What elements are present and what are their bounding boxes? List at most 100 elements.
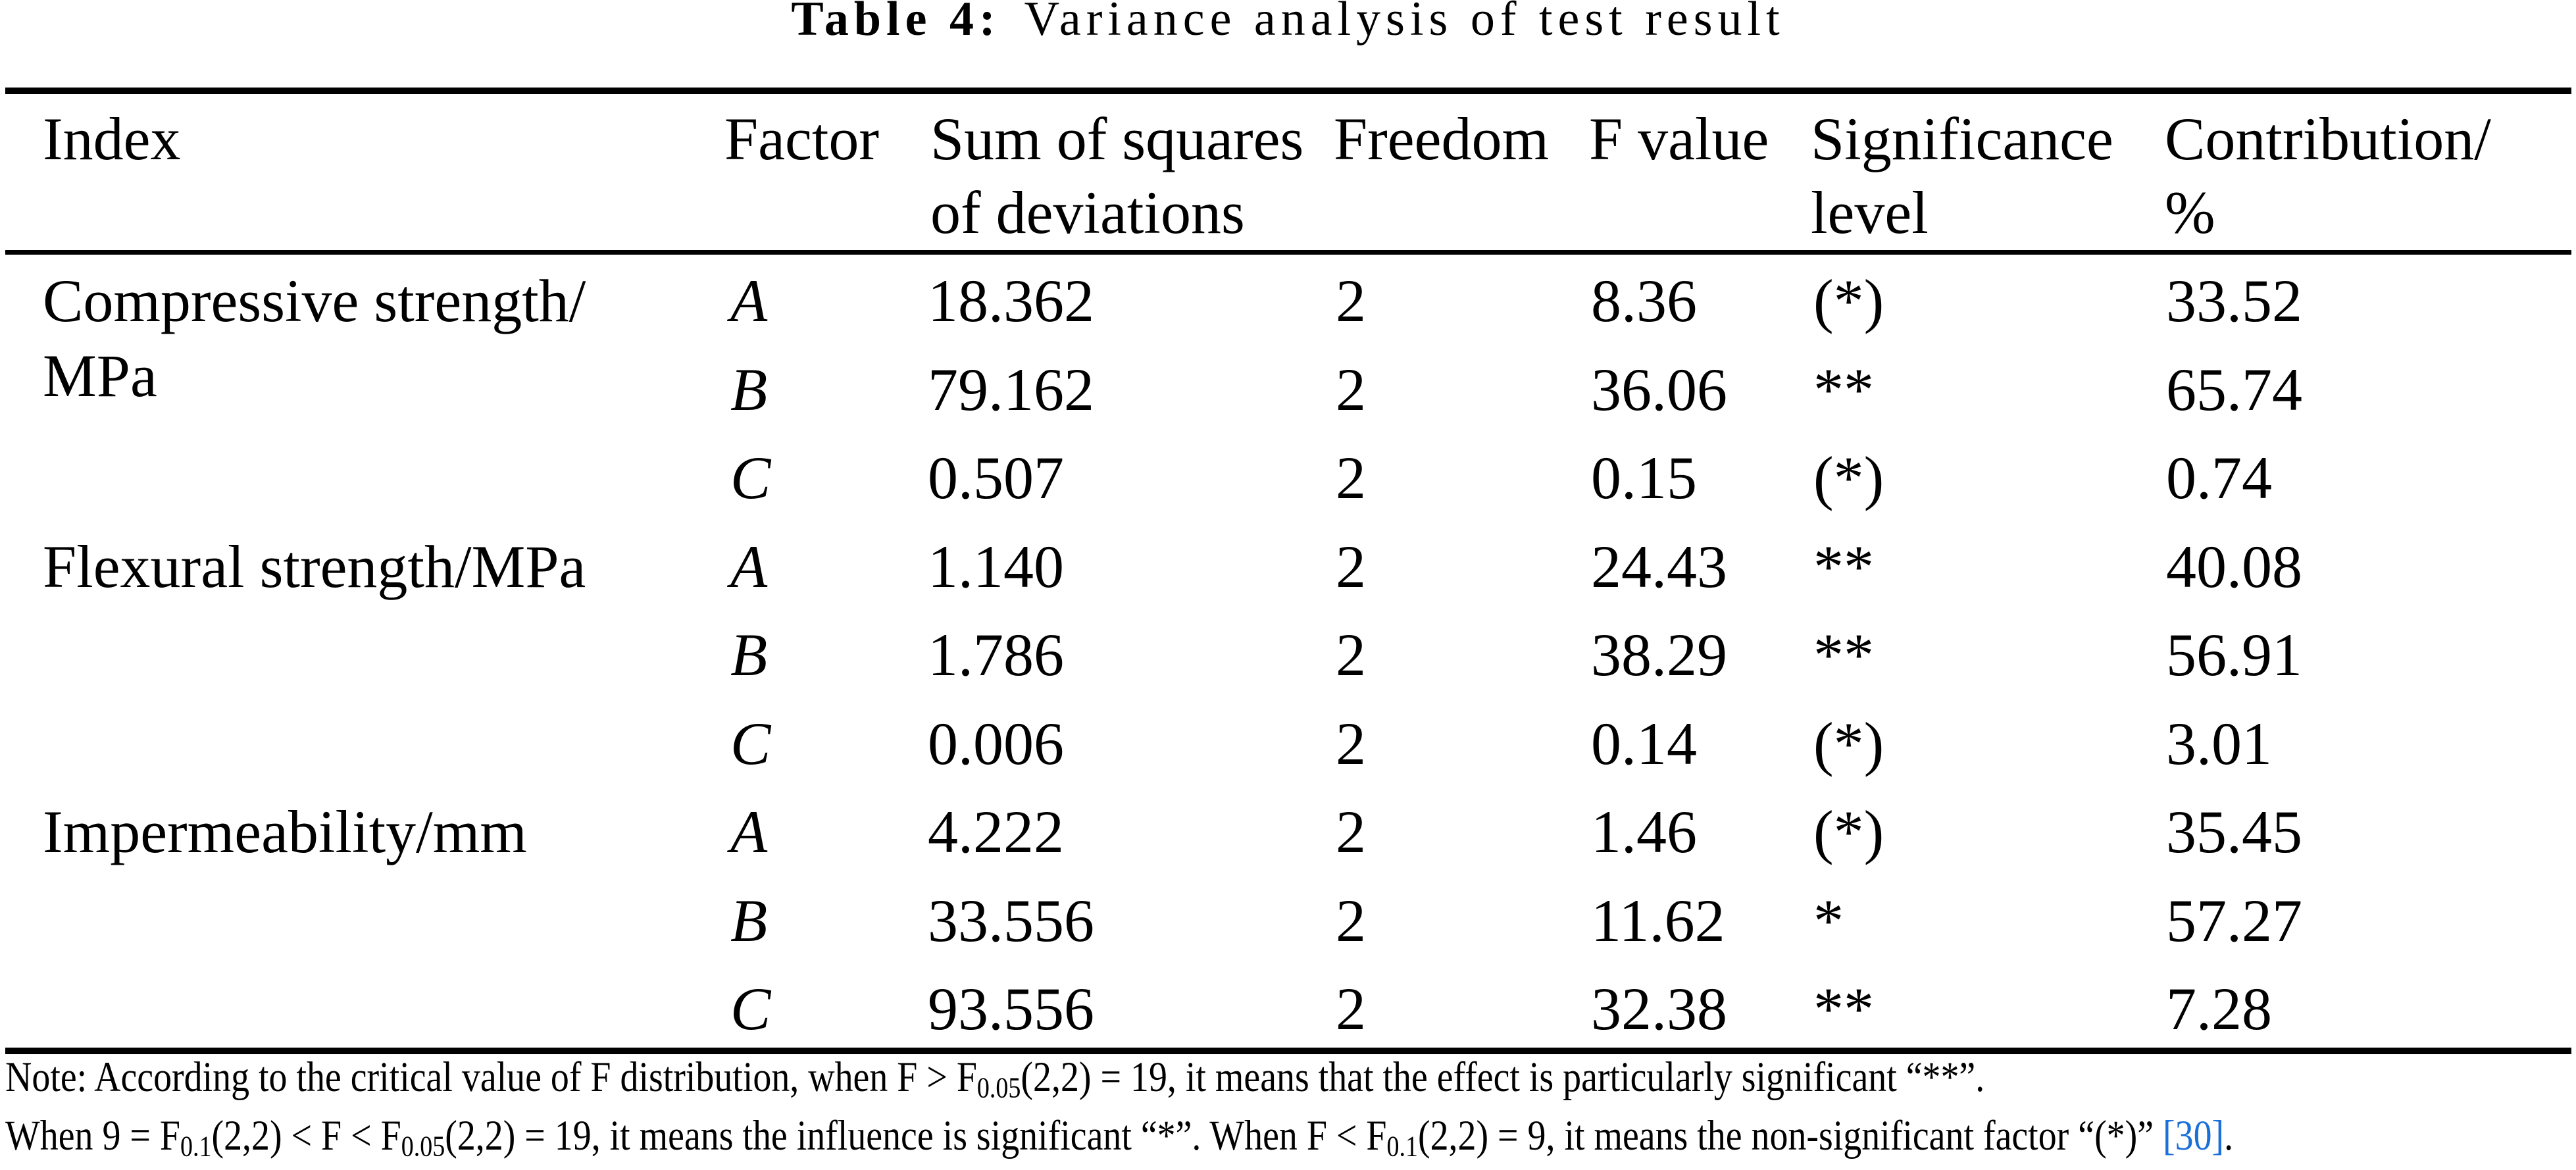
significance-cell: ** [1813, 975, 1874, 1042]
f-value-cell: 11.62 [1591, 886, 1725, 954]
significance-cell: (*) [1813, 709, 1884, 777]
note-text: . [2224, 1111, 2234, 1159]
contribution-cell: 35.45 [2166, 798, 2302, 865]
column-header-line: % [2165, 179, 2215, 246]
freedom-cell: 2 [1336, 975, 1366, 1042]
column-header-sum-of-squares: Sum of squares of deviations [930, 102, 1303, 249]
index-cell: Compressive strength/ MPa [43, 263, 586, 413]
table-header-rule [5, 250, 2571, 255]
index-line: Flexural strength/MPa [43, 532, 586, 600]
sum-of-squares-cell: 4.222 [928, 798, 1064, 865]
contribution-cell: 3.01 [2166, 709, 2272, 777]
sum-of-squares-cell: 0.507 [928, 444, 1064, 511]
f-value-cell: 24.43 [1591, 532, 1727, 600]
column-header-freedom: Freedom [1334, 102, 1549, 176]
index-cell: Impermeability/mm [43, 794, 527, 869]
freedom-cell: 2 [1336, 532, 1366, 600]
factor-cell: B [730, 355, 768, 423]
table-row: Compressive strength/ MPa A 18.362 2 8.3… [0, 257, 2576, 409]
column-header-line: Factor [724, 105, 880, 172]
significance-cell: ** [1813, 621, 1874, 688]
freedom-cell: 2 [1336, 267, 1366, 334]
factor-cell: B [730, 621, 768, 688]
significance-cell: (*) [1813, 267, 1884, 334]
table-top-rule [5, 88, 2571, 94]
contribution-cell: 0.74 [2166, 444, 2272, 511]
factor-cell: A [730, 532, 768, 600]
table-title-text: Variance analysis of test result [1024, 0, 1785, 46]
table-row: Flexural strength/MPa A 1.140 2 24.43 **… [0, 522, 2576, 611]
table-title: Table 4: Variance analysis of test result [0, 0, 2576, 43]
column-header-factor: Factor [724, 102, 879, 176]
significance-cell: ** [1813, 355, 1874, 423]
sum-of-squares-cell: 1.140 [928, 532, 1064, 600]
table-header-row: Index Factor Sum of squares of deviation… [0, 102, 2576, 251]
sum-of-squares-cell: 0.006 [928, 709, 1064, 777]
note-line-2: When 9 = F 0.1 (2,2) < F < F0.05(2,2) = 19… [5, 1112, 2233, 1170]
column-header-line: Significance [1811, 105, 2113, 172]
column-header-line: Freedom [1334, 105, 1550, 172]
factor-cell: B [730, 886, 768, 954]
index-cell: Flexural strength/MPa [43, 529, 586, 604]
contribution-cell: 7.28 [2166, 975, 2272, 1042]
contribution-cell: 56.91 [2166, 621, 2302, 688]
significance-cell: * [1813, 886, 1844, 954]
sum-of-squares-cell: 79.162 [928, 355, 1094, 423]
column-header-line: of deviations [930, 179, 1245, 246]
table-row: B 1.786 2 38.29 ** 56.91 [0, 611, 2576, 699]
f-value-cell: 0.14 [1591, 709, 1697, 777]
f-value-cell: 0.15 [1591, 444, 1697, 511]
significance-cell: (*) [1813, 444, 1884, 511]
factor-cell: A [730, 798, 768, 865]
index-line: Impermeability/mm [43, 798, 527, 865]
table-row: B 33.556 2 11.62 * 57.27 [0, 877, 2576, 965]
sum-of-squares-cell: 1.786 [928, 621, 1064, 688]
table-title-label: Table 4: [791, 0, 1001, 46]
freedom-cell: 2 [1336, 709, 1366, 777]
sum-of-squares-cell: 18.362 [928, 267, 1094, 334]
note-text: (2,2) = 19, it means the influence is si… [445, 1111, 1387, 1159]
factor-cell: C [730, 444, 771, 511]
freedom-cell: 2 [1336, 886, 1366, 954]
freedom-cell: 2 [1336, 621, 1366, 688]
f-value-cell: 1.46 [1591, 798, 1697, 865]
factor-cell: A [730, 267, 768, 334]
f-value-cell: 8.36 [1591, 267, 1697, 334]
subscript-text: 0.1 [1386, 1130, 1418, 1163]
column-header-significance-level: Significance level [1811, 102, 2113, 249]
note-text: When 9 = F [5, 1111, 180, 1159]
sum-of-squares-cell: 33.556 [928, 886, 1094, 954]
column-header-line: Contribution/ [2165, 105, 2491, 172]
factor-cell: C [730, 975, 771, 1042]
freedom-cell: 2 [1336, 444, 1366, 511]
sum-of-squares-cell: 93.556 [928, 975, 1094, 1042]
f-value-cell: 36.06 [1591, 355, 1727, 423]
factor-cell: C [730, 709, 771, 777]
contribution-cell: 57.27 [2166, 886, 2302, 954]
freedom-cell: 2 [1336, 355, 1366, 423]
table-row: Impermeability/mm A 4.222 2 1.46 (*) 35.… [0, 788, 2576, 877]
f-value-cell: 32.38 [1591, 975, 1727, 1042]
column-header-index: Index [43, 102, 180, 176]
column-header-line: Sum of squares [930, 105, 1304, 172]
significance-cell: ** [1813, 532, 1874, 600]
table-row: B 79.162 2 36.06 ** 65.74 [0, 345, 2576, 434]
freedom-cell: 2 [1336, 798, 1366, 865]
note-text: Note: According to the critical value of… [5, 1054, 977, 1101]
table-row: C 0.507 2 0.15 (*) 0.74 [0, 434, 2576, 522]
note-text: (2,2) < F < F [211, 1111, 401, 1159]
f-value-cell: 38.29 [1591, 621, 1727, 688]
citation-link[interactable]: [30] [2163, 1111, 2225, 1159]
contribution-cell: 65.74 [2166, 355, 2302, 423]
column-header-line: F value [1589, 105, 1769, 172]
significance-cell: (*) [1813, 798, 1884, 865]
contribution-cell: 40.08 [2166, 532, 2302, 600]
index-line: Compressive strength/ [43, 267, 586, 334]
subscript-text: 0.05 [401, 1130, 445, 1163]
column-header-line: Index [43, 105, 181, 172]
index-line: MPa [43, 342, 157, 409]
table-row: C 93.556 2 32.38 ** 7.28 [0, 965, 2576, 1054]
contribution-cell: 33.52 [2166, 267, 2302, 334]
note-line-1: Note: According to the critical value of… [5, 1054, 2233, 1112]
